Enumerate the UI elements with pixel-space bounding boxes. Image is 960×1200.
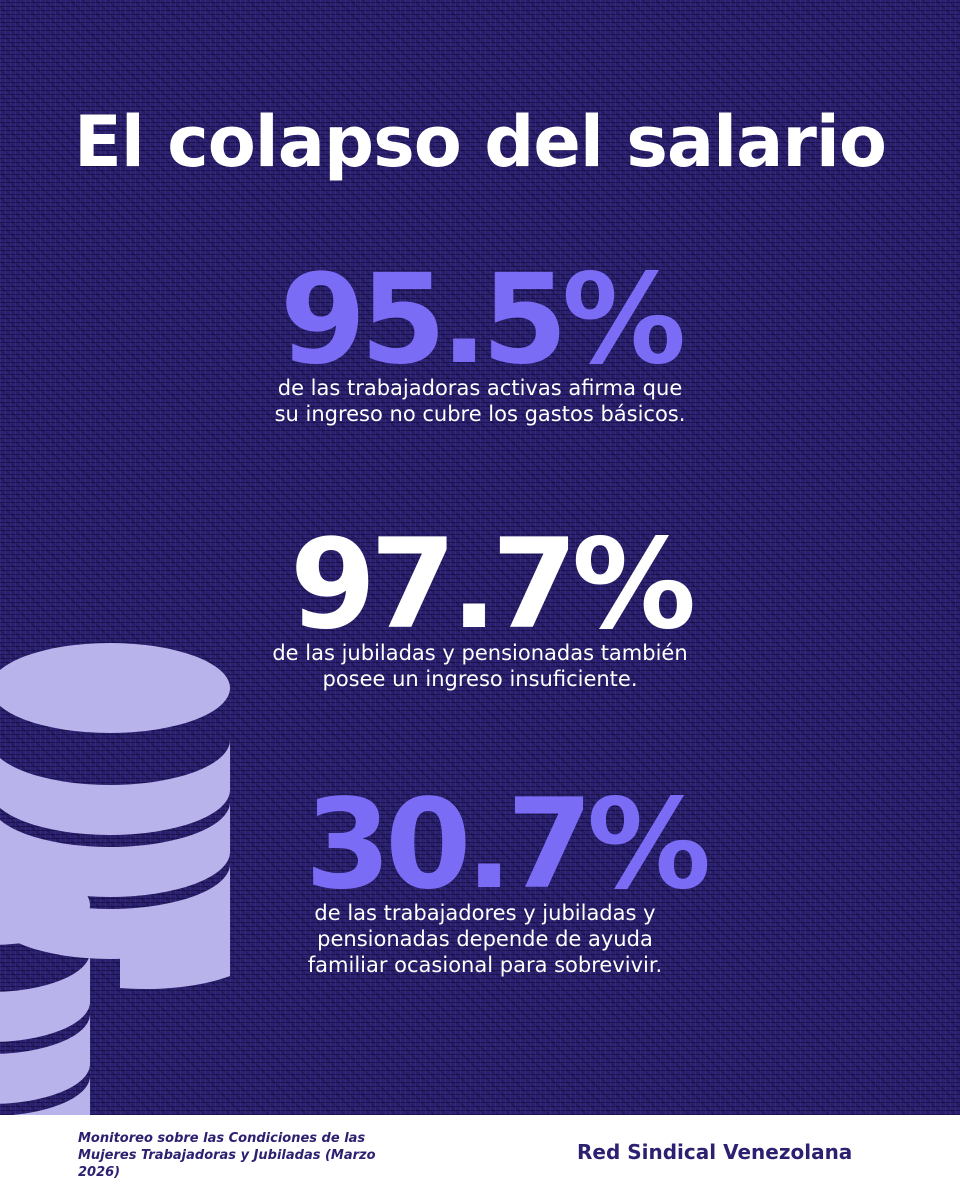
infographic-poster: El colapso del salario 95.5% de las trab… <box>0 0 960 1115</box>
footer-bar <box>0 1115 960 1200</box>
stat-description-2: de las jubiladas y pensionadas también p… <box>272 641 688 691</box>
organization-name: Red Sindical Venezolana <box>577 1140 853 1164</box>
stat-description-1: de las trabajadoras activas afirma que s… <box>274 376 686 426</box>
coin-stack-icon <box>0 643 230 1115</box>
stat-value-2: 97.7% <box>289 513 696 657</box>
stat-value-3: 30.7% <box>304 773 711 917</box>
stat-description-3: de las trabajadores y jubiladas y pensio… <box>307 901 663 977</box>
stat-value-1: 95.5% <box>279 248 686 392</box>
page-title: El colapso del salario <box>74 101 887 183</box>
source-citation: Monitoreo sobre las Condiciones de las M… <box>78 1131 376 1180</box>
